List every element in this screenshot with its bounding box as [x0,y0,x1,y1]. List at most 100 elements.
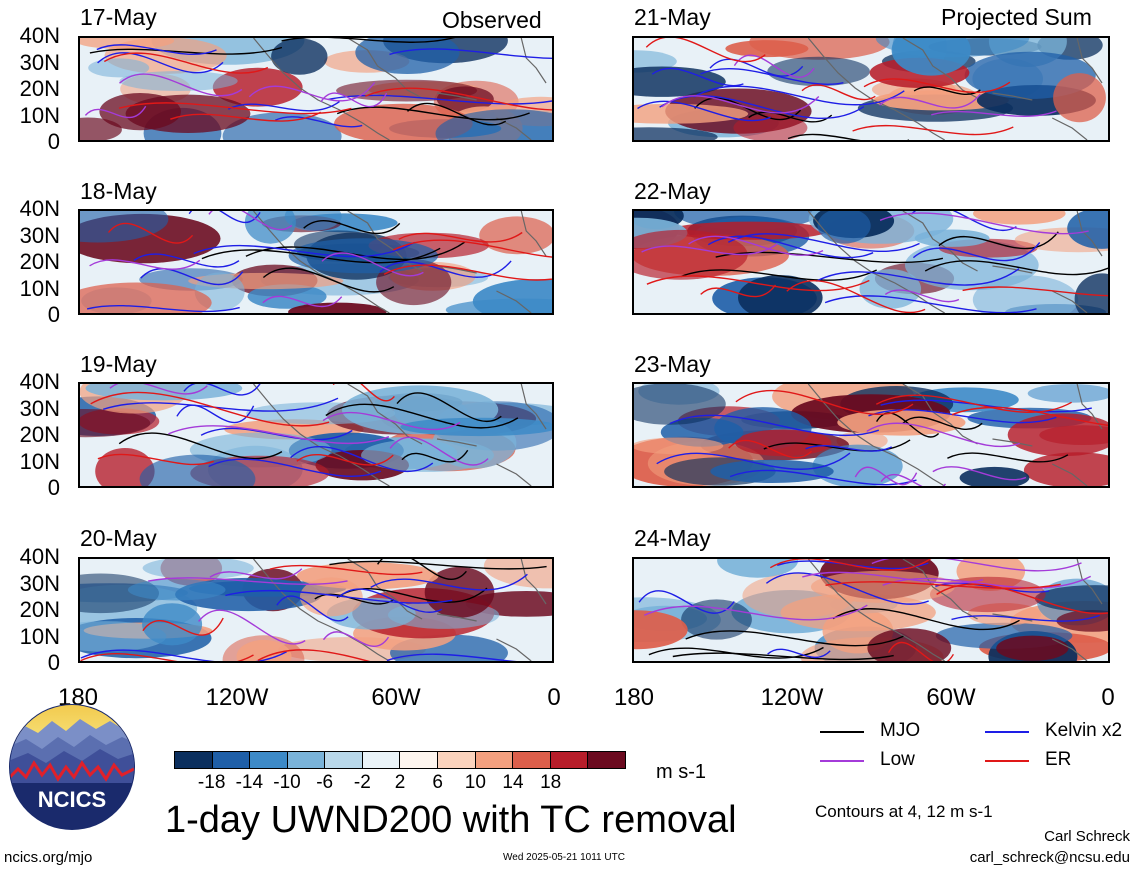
contour-line [880,473,947,486]
y-tick-label: 40N [19,196,60,221]
contour-line [248,82,376,102]
y-tick-label: 20N [19,249,60,274]
legend-label-mjo: MJO [880,720,921,741]
wind-anomaly-shading [817,211,871,244]
contour-line [672,652,894,661]
y-tick-label: 0 [47,129,60,154]
colorbar-tick: -14 [235,772,264,793]
x-tick-right-180: 180 [613,684,655,711]
contour-line [322,411,461,431]
wind-anomaly-shading [1039,425,1108,445]
y-tick-label: 20N [19,597,60,622]
legend-label-low: Low [880,749,915,770]
contour-line [700,68,844,85]
legend-line-er [985,760,1029,762]
footer-email[interactable]: carl_schreck@ncsu.edu [969,849,1130,866]
wind-anomaly-shading [1056,610,1108,632]
contour-line [932,466,1027,481]
contour-line [824,295,1037,313]
contour-line [825,581,1061,589]
wind-anomaly-shading [1034,585,1108,613]
contour-line [787,133,910,140]
contour-line [102,397,339,412]
contour-line [320,92,388,108]
wind-anomaly-shading [479,216,552,255]
y-tick-label: 20N [19,76,60,101]
contour-line [644,604,868,621]
date-label-left-1: 17-May [80,4,157,30]
map-panel-right-3 [632,382,1110,488]
contour-line [97,453,214,466]
colorbar-swatch [550,752,589,768]
y-tick-label: 0 [47,650,60,675]
coastline [253,38,547,140]
wind-anomaly-shading [996,635,1069,661]
contour-line [693,85,905,106]
date-label-right-2: 22-May [634,178,711,204]
chart-title: 1-day UWND200 with TC removal [165,799,737,841]
colorbar-swatch [438,752,476,768]
coastline [807,384,1103,486]
wind-anomaly-shading [749,38,890,60]
contour-line [786,279,926,313]
contour-line [661,95,820,114]
contour-line [389,48,552,59]
contour-line [208,211,293,231]
wind-anomaly-shading [99,93,181,131]
contour-line [89,46,283,55]
contour-line [879,93,981,109]
wind-anomaly-shading [80,409,151,438]
contour-line [801,84,876,101]
map-panel-right-1 [632,36,1110,142]
contour-line [148,577,348,585]
wind-anomaly-shading [873,90,1009,111]
legend-line-low [820,760,864,762]
contour-line [694,97,802,121]
date-label-left-2: 18-May [80,178,157,204]
map-panel-left-2 [78,209,554,315]
contour-line [700,284,777,298]
contour-line [748,111,833,123]
wind-anomaly-shading [247,284,327,309]
contour-line [281,38,455,43]
contour-line [651,67,744,87]
y-tick-label: 10N [19,275,60,301]
contour-line [338,588,443,613]
coastline [253,211,547,313]
observed-label: Observed [442,7,542,33]
contour-line [321,252,424,277]
contour-line [715,251,944,264]
y-tick-label: 10N [19,102,60,128]
y-tick-label: 40N [19,369,60,394]
contour-line [209,568,303,580]
date-label-right-3: 23-May [634,351,711,377]
contour-line [887,641,955,661]
wind-anomaly-shading [681,599,752,640]
colorbar-swatch [175,752,213,768]
colorbar-swatch [325,752,363,768]
contour-line [107,222,194,244]
contour-line [119,73,243,97]
logo-text: NCICS [38,787,106,812]
wind-anomaly-shading [973,211,1066,225]
wind-anomaly-shading [1074,273,1108,313]
contour-line [935,582,1050,593]
wind-anomaly-shading [634,103,749,124]
contour-line [80,649,287,661]
wind-anomaly-shading [634,384,726,425]
contour-line [325,403,519,429]
wind-anomaly-shading [85,384,243,401]
contour-line [396,392,502,423]
contour-line [329,560,547,570]
contour-line [962,286,1108,297]
contour-line [200,427,353,441]
footer-url[interactable]: ncics.org/mjo [4,849,93,866]
contour-line [84,105,147,119]
wind-anomaly-shading [634,127,718,140]
y-tick-label: 0 [47,475,60,500]
y-tick-label: 40N [19,544,60,569]
contour-line [170,111,322,122]
contour-line [97,52,224,74]
footer-author: Carl Schreck [1044,828,1130,845]
contour-line [227,101,340,112]
